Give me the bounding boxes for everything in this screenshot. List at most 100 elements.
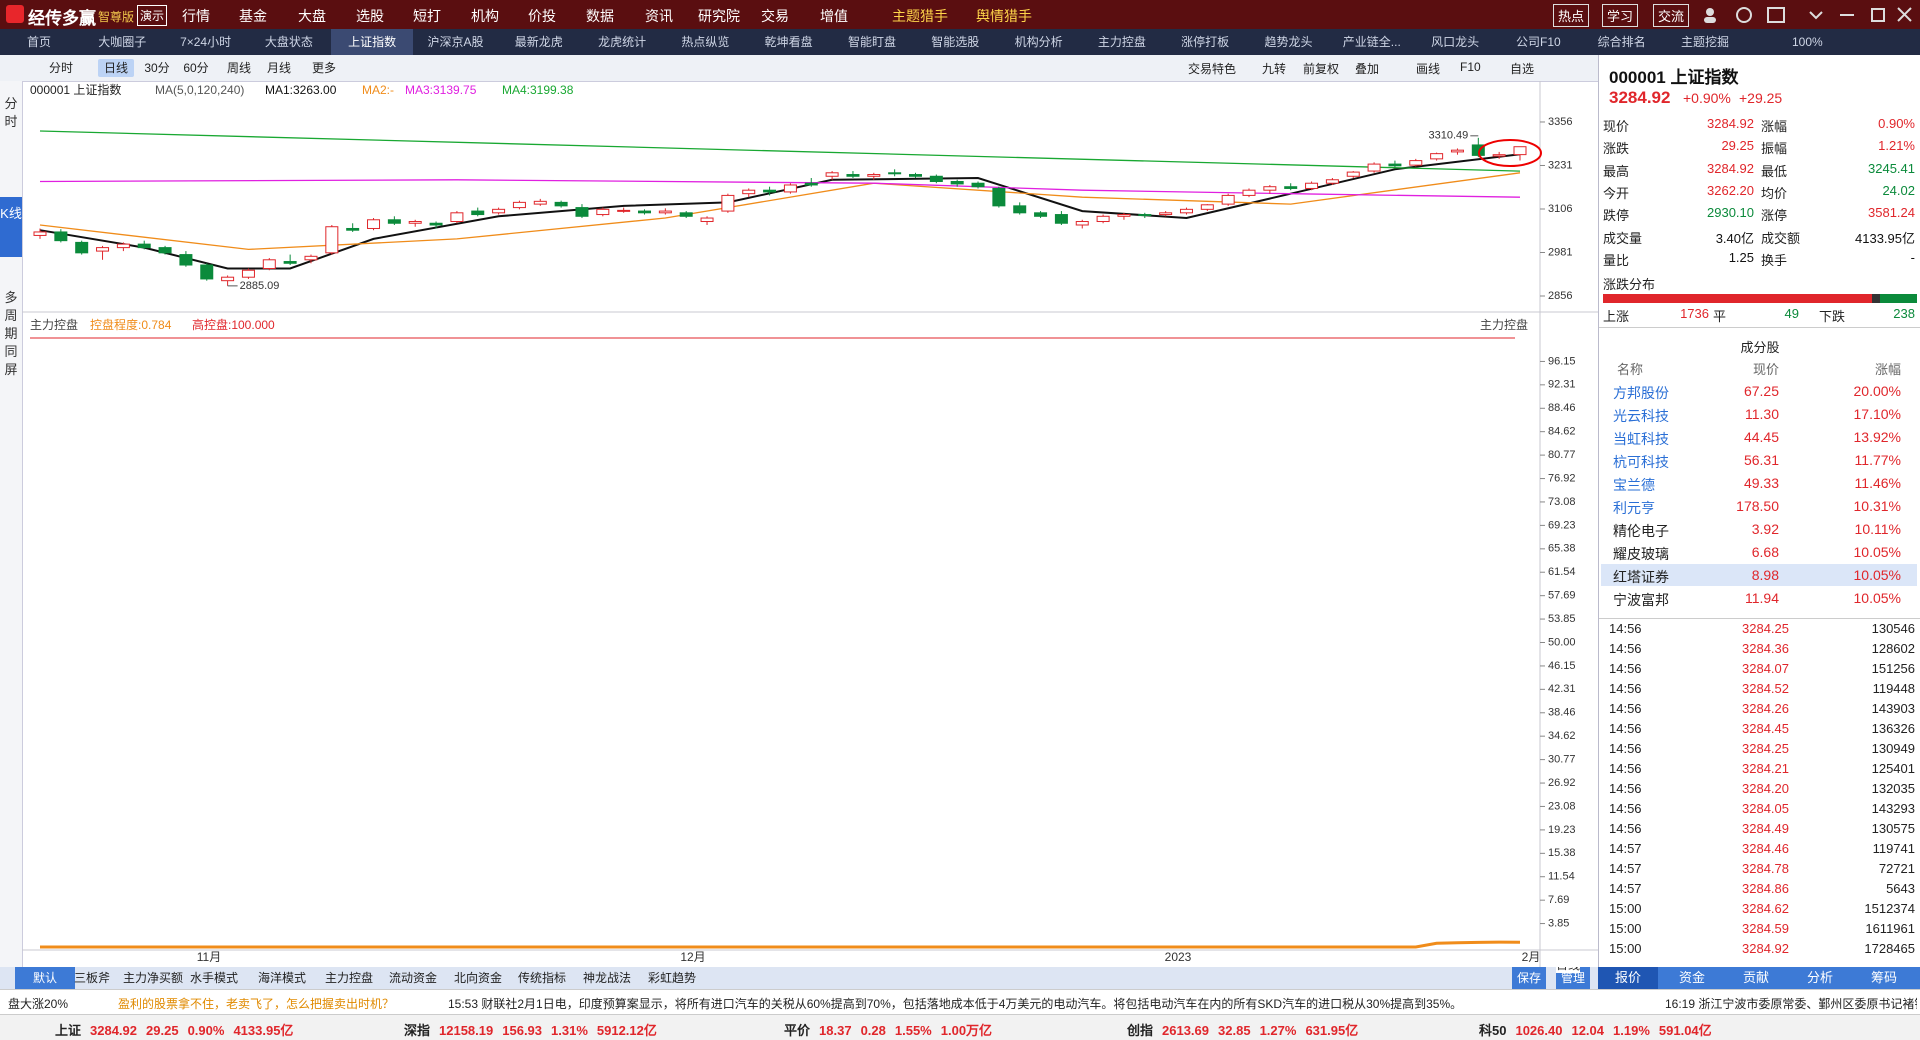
period-button[interactable]: 周线 [226, 61, 251, 75]
tool-button[interactable]: F10 [1460, 60, 1481, 74]
menu-button[interactable]: 交流 [1653, 4, 1690, 27]
indicator-tab[interactable]: 传统指标 [517, 971, 566, 985]
menu-item[interactable]: 短打 [413, 8, 441, 24]
tab[interactable]: 趋势龙头 [1264, 35, 1313, 49]
component-name[interactable]: 宁波富邦 [1613, 592, 1669, 608]
tab[interactable]: 风口龙头 [1431, 35, 1480, 49]
tick-time: 14:56 [1609, 741, 1642, 756]
tab[interactable]: 上证指数 [331, 29, 414, 55]
tab[interactable]: 大盘状态 [264, 35, 313, 49]
period-button[interactable]: 分时 [48, 61, 73, 75]
period-button[interactable]: 日线 [98, 59, 134, 77]
tab[interactable]: 公司F10 [1516, 35, 1561, 49]
tool-button[interactable]: 九转 [1262, 62, 1287, 76]
tab[interactable]: 大咖圈子 [98, 35, 147, 49]
tick-price: 3284.45 [1742, 721, 1789, 736]
menu-item[interactable]: 资讯 [645, 8, 673, 24]
menu-item[interactable]: 价投 [528, 8, 556, 24]
menu-item[interactable]: 大盘 [298, 8, 326, 24]
indicator-tab[interactable]: 彩虹趋势 [647, 971, 696, 985]
tab[interactable]: 乾坤看盘 [764, 35, 813, 49]
side-tab[interactable]: K线 [0, 197, 22, 257]
component-name[interactable]: 耀皮玻璃 [1613, 546, 1669, 562]
tool-button[interactable]: 叠加 [1355, 62, 1380, 76]
quote-tab[interactable]: 资金 [1678, 970, 1705, 985]
tab[interactable]: 热点纵览 [681, 35, 730, 49]
candle-body [179, 254, 193, 266]
component-name[interactable]: 宝兰德 [1613, 477, 1655, 493]
indicator-tab[interactable]: 默认 [15, 967, 75, 989]
tick-volume: 1512374 [1864, 901, 1915, 916]
tool-button[interactable]: 自选 [1510, 62, 1535, 76]
component-name[interactable]: 利元亨 [1613, 500, 1655, 516]
ticker-item[interactable]: 15:53 财联社2月1日电，印度预算案显示，将所有进口汽车的关税从60%提高到… [448, 997, 1463, 1011]
tool-button[interactable]: 交易特色 [1188, 62, 1237, 76]
menu-button[interactable]: 热点 [1553, 4, 1590, 27]
candle-body [1492, 154, 1506, 157]
indicator-tab[interactable]: 流动资金 [388, 971, 437, 985]
tab[interactable]: 主题挖掘 [1680, 35, 1729, 49]
tab[interactable]: 主力控盘 [1097, 35, 1146, 49]
tab[interactable]: 首页 [26, 35, 51, 49]
menu-item[interactable]: 主题猎手 [892, 8, 948, 24]
component-name[interactable]: 红塔证券 [1613, 569, 1669, 585]
quote-tab[interactable]: 报价 [1598, 967, 1658, 989]
components-title: 成分股 [1740, 340, 1780, 355]
tool-button[interactable]: 画线 [1416, 62, 1441, 76]
indicator-tab[interactable]: 水手模式 [189, 971, 238, 985]
indicator-tab[interactable]: 主力控盘 [324, 971, 373, 985]
ma-legend: MA4:3199.38 [502, 83, 574, 97]
tab[interactable]: 最新龙虎 [514, 35, 563, 49]
period-label: 日线 [1556, 967, 1581, 973]
component-name[interactable]: 方邦股份 [1613, 385, 1669, 401]
ticker-item[interactable]: 16:19 浙江宁波市委原常委、鄞州区委原书记褚银良等 [1665, 997, 1917, 1011]
index-name: 科50 [1479, 1023, 1507, 1038]
menu-button[interactable]: 学习 [1602, 4, 1639, 27]
index-value: 4133.95亿 [233, 1023, 294, 1038]
quote-tab[interactable]: 分析 [1806, 970, 1833, 985]
tab[interactable]: 产业链全... [1342, 35, 1401, 49]
tab[interactable]: 智能盯盘 [847, 35, 896, 49]
menu-item[interactable]: 交易 [761, 8, 789, 24]
candle-body [408, 221, 422, 224]
indicator-tab[interactable]: 北向资金 [453, 971, 502, 985]
side-tab[interactable]: 分时 [4, 96, 18, 129]
tab[interactable]: 7×24小时 [180, 35, 232, 49]
quote-tab[interactable]: 筹码 [1870, 970, 1897, 985]
menu-item[interactable]: 舆情猎手 [976, 8, 1032, 24]
tab[interactable]: 智能选股 [931, 35, 980, 49]
menu-item[interactable]: 研究院 [698, 8, 740, 24]
tab[interactable]: 机构分析 [1014, 35, 1063, 49]
indicator-tab[interactable]: 海洋模式 [257, 971, 306, 985]
component-name[interactable]: 精伦电子 [1613, 523, 1669, 539]
quote-label: 换手 [1761, 252, 1788, 268]
period-button[interactable]: 30分 [144, 61, 170, 75]
menu-item[interactable]: 增值 [820, 8, 848, 24]
indicator-tab[interactable]: 三板斧 [73, 971, 110, 985]
candle-body [1242, 189, 1256, 196]
menu-item[interactable]: 数据 [586, 8, 614, 24]
tab[interactable]: 龙虎统计 [598, 35, 647, 49]
indicator-legend: 控盘程度:0.784 [90, 317, 172, 332]
side-tab[interactable]: 多周期同屏 [4, 290, 18, 377]
tab[interactable]: 沪深京A股 [427, 35, 484, 49]
indicator-tab[interactable]: 主力净买额 [123, 971, 184, 985]
menu-item[interactable]: 行情 [182, 8, 210, 24]
period-button[interactable]: 更多 [311, 61, 336, 75]
menu-item[interactable]: 选股 [356, 8, 384, 24]
ticker-item[interactable]: 盈利的股票拿不住，老卖飞了，怎么把握卖出时机？ [118, 997, 395, 1011]
indicator-tab[interactable]: 神龙战法 [582, 971, 631, 985]
index-quote: 科50 1026.40 12.04 1.19% 591.04亿 [1479, 1020, 1721, 1039]
quote-tab[interactable]: 贡献 [1742, 970, 1769, 985]
tool-button[interactable]: 前复权 [1303, 62, 1340, 76]
tab[interactable]: 综合排名 [1597, 35, 1646, 49]
component-name[interactable]: 光云科技 [1613, 408, 1669, 424]
tab[interactable]: 涨停打板 [1181, 35, 1230, 49]
component-name[interactable]: 当虹科技 [1613, 431, 1669, 447]
component-name[interactable]: 杭可科技 [1613, 454, 1669, 470]
menu-item[interactable]: 机构 [471, 8, 499, 24]
period-button[interactable]: 60分 [183, 61, 209, 75]
panel-button[interactable]: 保存 [1512, 967, 1546, 989]
period-button[interactable]: 月线 [266, 61, 291, 75]
menu-item[interactable]: 基金 [239, 8, 267, 24]
